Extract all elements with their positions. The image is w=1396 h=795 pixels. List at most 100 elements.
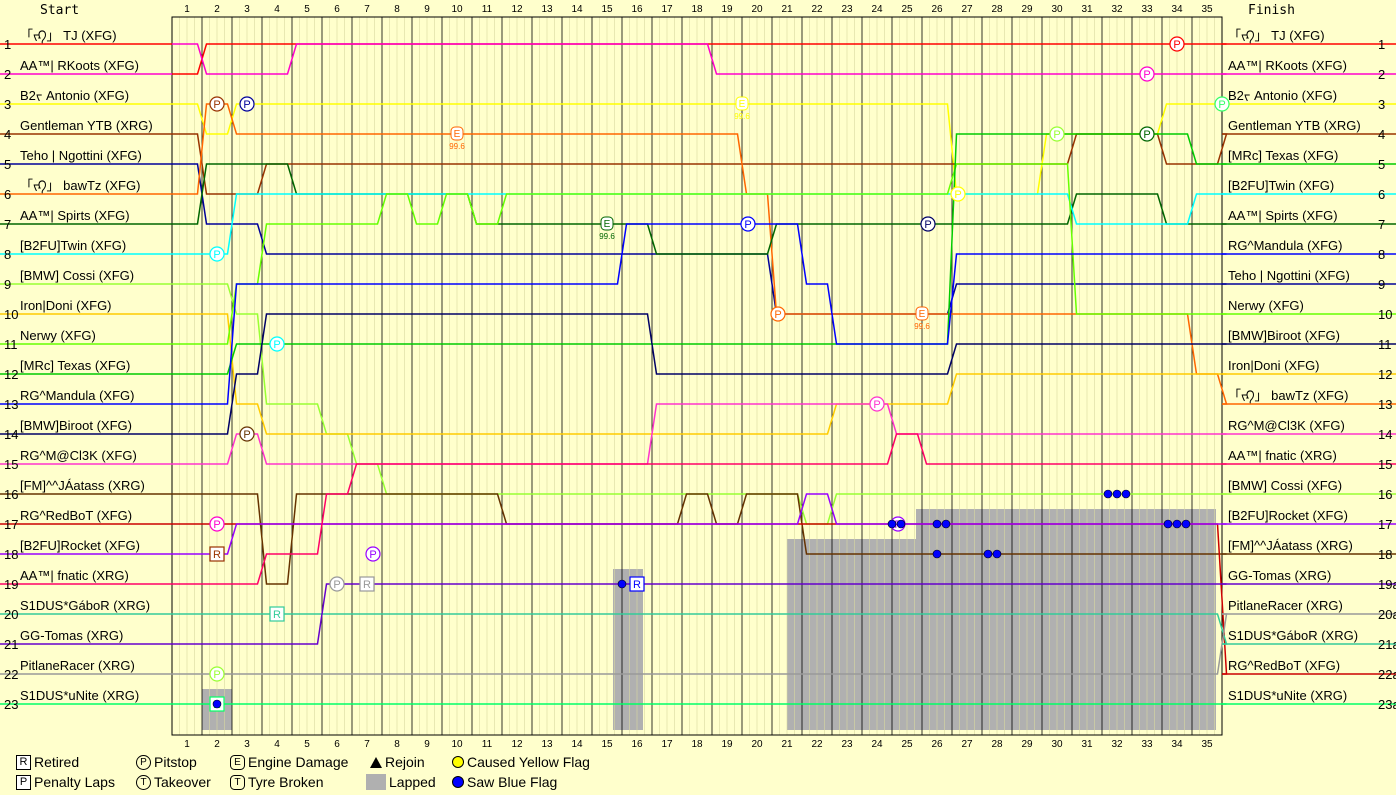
series-line (172, 133, 1227, 375)
position-number-right: 21a (1378, 637, 1396, 652)
lapped-region (916, 509, 1216, 730)
blue-flag-dot (896, 519, 906, 529)
lap-number-top: 24 (871, 4, 883, 15)
rejoin-icon (370, 756, 382, 768)
blue-flag-dot (617, 579, 627, 589)
position-number-right: 10 (1378, 307, 1392, 322)
start-driver-label: RG^Mandula (XFG) (20, 388, 134, 403)
lap-number-top: 19 (721, 4, 733, 15)
position-number-left: 23 (4, 697, 18, 712)
start-driver-label: GG-Tomas (XRG) (20, 628, 123, 643)
legend-penalty: P Penalty Laps (16, 774, 115, 790)
finish-driver-label: Iron|Doni (XFG) (1228, 358, 1320, 373)
finish-driver-label: PitlaneRacer (XRG) (1228, 598, 1343, 613)
lap-number-top: 35 (1201, 4, 1213, 15)
lap-number-bottom: 35 (1201, 739, 1213, 750)
lap-number-top: 14 (571, 4, 583, 15)
engine-letter: E (604, 219, 611, 230)
lap-number-bottom: 16 (631, 739, 643, 750)
position-number-right: 9 (1378, 277, 1385, 292)
finish-driver-label: 「ᡕᡗ」 TJ (XFG) (1228, 28, 1325, 44)
blue-flag-dot (887, 519, 897, 529)
series-line (172, 223, 1227, 405)
lap-number-bottom: 19 (721, 739, 733, 750)
pitstop-letter: P (369, 549, 376, 561)
blue-flag-dot (212, 699, 222, 709)
start-driver-label: AA™| Spirts (XFG) (20, 208, 130, 223)
pitstop-letter: P (744, 219, 751, 231)
lapped-icon (366, 774, 386, 790)
retired-letter: R (273, 609, 281, 621)
retired-icon (629, 576, 645, 592)
position-number-left: 17 (4, 517, 18, 532)
lap-number-bottom: 2 (214, 739, 220, 750)
position-number-left: 22 (4, 667, 18, 682)
pitstop-letter: P (924, 219, 931, 231)
lap-number-top: 6 (334, 4, 340, 15)
lap-number-top: 11 (482, 4, 493, 15)
position-number-left: 8 (4, 247, 11, 262)
legend-blue: Saw Blue Flag (452, 774, 557, 790)
legend-tyre: T Tyre Broken (230, 774, 323, 790)
pitstop-icon (209, 516, 225, 532)
lap-number-top: 7 (364, 4, 370, 15)
lap-number-top: 3 (244, 4, 250, 15)
finish-driver-label: GG-Tomas (XRG) (1228, 568, 1331, 583)
pitstop-letter: P (213, 99, 220, 111)
finish-driver-label: [BMW] Cossi (XFG) (1228, 478, 1342, 493)
position-number-right: 5 (1378, 157, 1385, 172)
lap-number-bottom: 1 (184, 739, 190, 750)
lap-number-bottom: 26 (931, 739, 943, 750)
position-number-left: 11 (4, 337, 18, 352)
start-driver-label: [B2FU]Twin (XFG) (20, 238, 126, 253)
position-number-left: 1 (4, 37, 11, 52)
blue-flag-dot (1103, 489, 1113, 499)
position-number-left: 3 (4, 97, 11, 112)
position-number-left: 5 (4, 157, 11, 172)
retired-letter: R (213, 549, 221, 561)
series-line (172, 433, 1227, 585)
legend-rejoin: Rejoin (370, 754, 425, 770)
position-number-right: 2 (1378, 67, 1385, 82)
start-driver-label: Gentleman YTB (XRG) (20, 118, 153, 133)
lap-number-bottom: 5 (304, 739, 310, 750)
blue-flag-dot (1112, 489, 1122, 499)
series-line (172, 583, 1227, 645)
series-line (172, 163, 1227, 345)
position-number-left: 2 (4, 67, 11, 82)
legend-pitstop: P Pitstop (136, 754, 197, 770)
blue-flag-dot (932, 549, 942, 559)
series-line (172, 283, 1227, 525)
series-line (172, 313, 1227, 435)
pitstop-letter: P (213, 519, 220, 531)
lap-number-top: 32 (1111, 4, 1123, 15)
pitstop-icon (209, 666, 225, 682)
finish-driver-label: 「ᡕᡗ」 bawTz (XFG) (1228, 388, 1348, 404)
position-number-left: 10 (4, 307, 18, 322)
pitstop-letter: P (954, 189, 961, 201)
retired-letter: R (363, 579, 371, 591)
position-number-right: 18 (1378, 547, 1392, 562)
penalty-icon: P (16, 774, 31, 790)
plot-border (171, 16, 1223, 736)
start-driver-label: [BMW] Cossi (XFG) (20, 268, 134, 283)
pitstop-icon (239, 96, 255, 112)
position-number-right: 6 (1378, 187, 1385, 202)
blue-flag-dot (1172, 519, 1182, 529)
pitstop-letter: P (243, 429, 250, 441)
start-driver-label: Teho | Ngottini (XFG) (20, 148, 142, 163)
lap-number-top: 4 (274, 4, 280, 15)
finish-driver-label: AA™| fnatic (XRG) (1228, 448, 1337, 463)
start-driver-label: [FM]^^JÁatass (XRG) (20, 478, 145, 493)
pitstop-icon (269, 336, 285, 352)
finish-driver-label: Nerwy (XFG) (1228, 298, 1304, 313)
lap-number-top: 13 (541, 4, 553, 15)
lap-number-top: 25 (901, 4, 913, 15)
lap-number-bottom: 10 (451, 739, 463, 750)
start-driver-label: Nerwy (XFG) (20, 328, 96, 343)
pitstop-letter: P (774, 309, 781, 321)
lap-number-bottom: 29 (1021, 739, 1033, 750)
start-driver-label: [B2FU]Rocket (XFG) (20, 538, 140, 553)
